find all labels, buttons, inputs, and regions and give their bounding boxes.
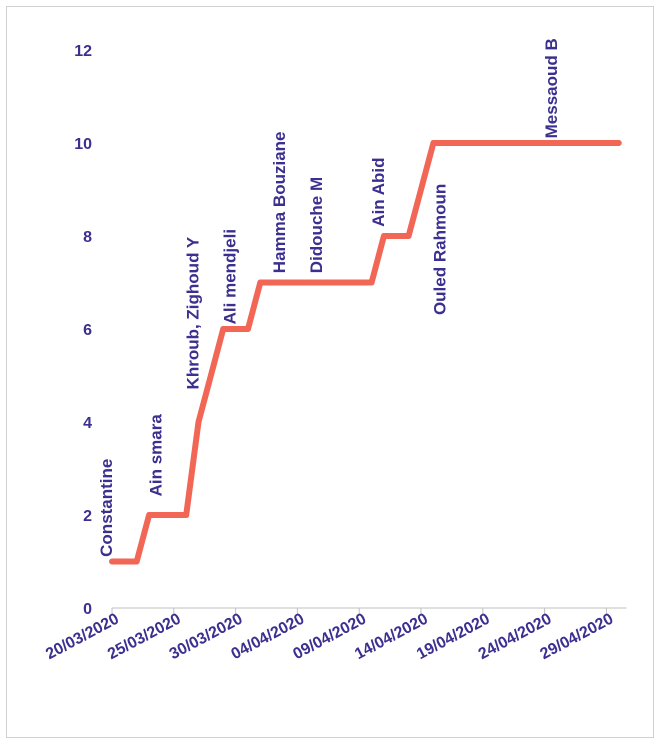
- y-axis-ticks: 0 2 4 6 8 10 12: [74, 43, 92, 618]
- annotation-label: Ali mendjeli: [221, 229, 240, 324]
- line-chart: 0 2 4 6 8 10 12 20/03/202025/03/202030/03/2020…: [43, 38, 627, 663]
- y-tick-label: 0: [83, 601, 92, 618]
- annotation-label: Messaoud B: [542, 38, 561, 138]
- chart-frame: 0 2 4 6 8 10 12 20/03/2020 25/03/2020 30/03/2020…: [6, 6, 654, 738]
- y-tick-label: 2: [83, 508, 92, 525]
- annotation-label: Ouled Rahmoun: [431, 184, 450, 315]
- annotation-label: Constantine: [97, 459, 116, 557]
- annotations: Constantine Ain smara Khroub, Zighoud Y Ali…: [97, 38, 561, 557]
- annotation-label: Ain smara: [146, 414, 165, 497]
- y-tick-label: 4: [83, 415, 92, 432]
- series-line: [109, 140, 622, 565]
- annotation-label: Ain Abid: [369, 157, 388, 226]
- y-tick-label: 8: [83, 229, 92, 246]
- y-tick-label: 6: [83, 322, 92, 339]
- y-tick-label: 10: [74, 136, 92, 153]
- x-axis-tick-labels: 20/03/202025/03/202030/03/202004/04/2020…: [43, 610, 616, 663]
- annotation-label: Didouche M: [307, 177, 326, 273]
- x-axis-tick-marks: [111, 608, 607, 614]
- y-tick-label: 12: [74, 43, 92, 60]
- annotation-label: Khroub, Zighoud Y: [184, 236, 203, 389]
- annotation-label: Hamma Bouziane: [270, 131, 289, 273]
